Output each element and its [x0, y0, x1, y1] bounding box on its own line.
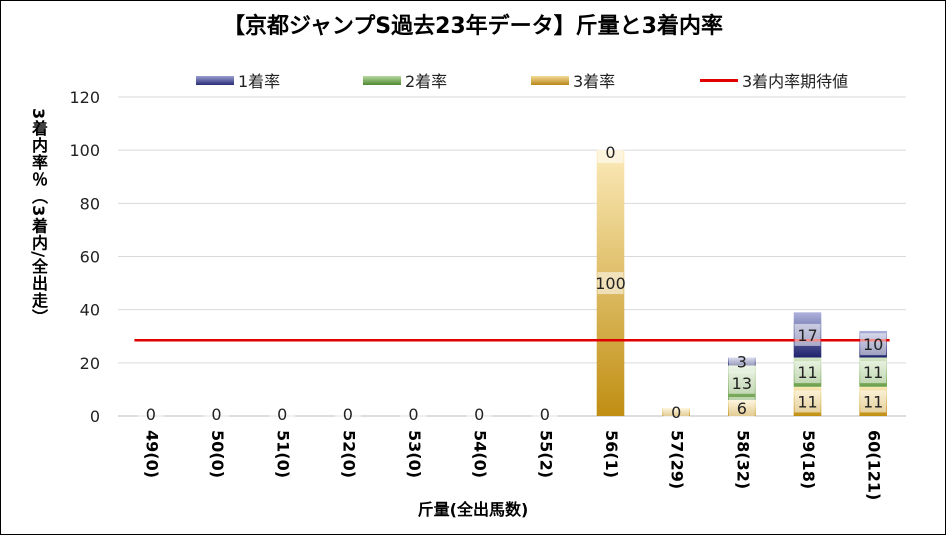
data-label-bg	[860, 361, 887, 384]
legend-item-3rd: 3着率	[531, 68, 615, 92]
data-label-bg	[663, 401, 690, 424]
data-label-bg	[794, 361, 821, 384]
data-label: 3	[737, 353, 747, 372]
legend-label-2nd: 2着率	[405, 72, 448, 91]
data-label: 0	[540, 405, 550, 424]
legend-line-expected	[700, 78, 738, 82]
data-label: 10	[863, 335, 883, 354]
data-label-bg	[597, 141, 624, 164]
y-tick-label: 80	[80, 194, 100, 213]
legend-swatch-2nd	[363, 75, 401, 85]
data-label-bg	[860, 333, 887, 356]
data-label: 100	[595, 274, 626, 293]
data-label: 0	[408, 405, 418, 424]
data-label-bg	[860, 390, 887, 413]
legend-item-2nd: 2着率	[363, 68, 447, 92]
legend: 1着率 2着率 3着率 3着内率期待値	[0, 68, 946, 92]
x-tick-label: 59(18)	[799, 430, 818, 489]
x-tick-label: 49(0)	[142, 430, 161, 478]
legend-item-expected: 3着内率期待値	[700, 68, 848, 92]
data-label: 6	[737, 399, 747, 418]
data-label-bg	[728, 397, 755, 420]
x-tick-label: 51(0)	[274, 430, 293, 478]
data-label-bg	[203, 403, 230, 425]
y-tick-label: 100	[69, 141, 100, 160]
data-label-bg	[269, 403, 296, 425]
x-tick-label: 57(29)	[668, 430, 687, 489]
x-tick-label: 50(0)	[208, 430, 227, 478]
data-label-bg	[794, 323, 821, 346]
data-label-bg	[728, 350, 755, 373]
data-label-bg	[794, 390, 821, 413]
y-tick-label: 120	[69, 88, 100, 107]
y-axis-label: 3着内率％（3着内/全出走）	[29, 108, 48, 327]
data-label: 0	[605, 143, 615, 162]
data-label-bg	[466, 403, 493, 425]
data-label: 0	[671, 403, 681, 422]
data-label: 0	[277, 405, 287, 424]
chart-title: 【京都ジャンプS過去23年データ】斤量と3着内率	[222, 14, 723, 39]
data-label: 0	[343, 405, 353, 424]
y-tick-label: 20	[80, 354, 100, 373]
data-label: 17	[797, 326, 817, 345]
data-label-bg	[400, 403, 427, 425]
x-tick-label: 52(0)	[339, 430, 358, 478]
x-tick-label: 55(2)	[536, 430, 555, 478]
data-label-bg	[531, 403, 558, 425]
data-label: 0	[146, 405, 156, 424]
legend-label-3rd: 3着率	[573, 72, 616, 91]
legend-label-1st: 1着率	[238, 72, 281, 91]
legend-swatch-1st	[196, 75, 234, 85]
x-tick-label: 58(32)	[733, 430, 752, 489]
data-label-bg	[334, 403, 361, 425]
data-label-bg	[597, 272, 624, 295]
data-label: 11	[863, 392, 883, 411]
legend-item-1st: 1着率	[196, 68, 280, 92]
data-label: 0	[211, 405, 221, 424]
y-tick-label: 0	[90, 407, 100, 426]
data-label: 13	[732, 374, 752, 393]
data-label-bg	[137, 403, 164, 425]
legend-label-expected: 3着内率期待値	[742, 72, 849, 91]
x-tick-label: 60(121)	[865, 430, 884, 500]
x-tick-label: 54(0)	[471, 430, 490, 478]
legend-swatch-3rd	[531, 75, 569, 85]
x-tick-label: 56(1)	[602, 430, 621, 478]
x-axis-label: 斤量(全出馬数)	[417, 500, 529, 519]
y-tick-label: 40	[80, 301, 100, 320]
y-tick-label: 60	[80, 248, 100, 267]
x-tick-label: 53(0)	[405, 430, 424, 478]
data-label: 11	[863, 363, 883, 382]
data-label: 11	[797, 363, 817, 382]
data-label: 11	[797, 392, 817, 411]
data-label-bg	[728, 371, 755, 394]
data-label: 0	[474, 405, 484, 424]
